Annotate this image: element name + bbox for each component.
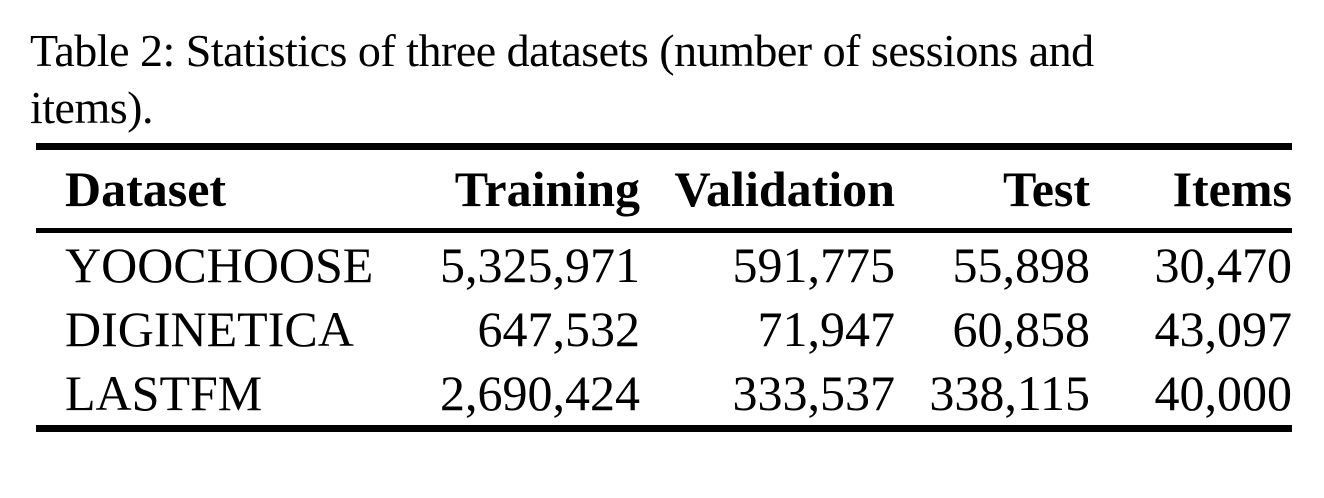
header-row: Dataset Training Validation Test Items [36,146,1292,233]
header-test: Test [895,146,1090,233]
table-row: LASTFM 2,690,424 333,537 338,115 40,000 [36,361,1292,429]
table-caption: Table 2: Statistics of three datasets (n… [30,22,1324,136]
caption-line-2: items). [30,82,153,133]
statistics-table: Dataset Training Validation Test Items Y… [36,143,1292,432]
cell-test: 338,115 [929,365,1090,421]
cell-validation: 591,775 [732,237,896,293]
cell-training: 647,532 [477,301,641,357]
paper-table-figure: Table 2: Statistics of three datasets (n… [0,22,1324,432]
cell-test: 60,858 [952,301,1091,357]
table-row: YOOCHOOSE 5,325,971 591,775 55,898 30,47… [36,231,1292,298]
header-training: Training [426,146,640,233]
cell-dataset: DIGINETICA [65,301,354,357]
cell-test: 55,898 [952,237,1091,293]
cell-items: 43,097 [1154,301,1293,357]
caption-line-1: Table 2: Statistics of three datasets (n… [30,25,1094,76]
cell-training: 2,690,424 [440,365,640,421]
header-validation: Validation [640,146,895,233]
cell-items: 30,470 [1154,237,1293,293]
cell-validation: 71,947 [757,301,896,357]
header-dataset: Dataset [36,146,426,233]
table-row: DIGINETICA 647,532 71,947 60,858 43,097 [36,297,1292,361]
cell-items: 40,000 [1154,365,1293,421]
cell-dataset: YOOCHOOSE [65,237,374,293]
cell-dataset: LASTFM [65,365,263,421]
cell-training: 5,325,971 [440,237,640,293]
cell-validation: 333,537 [732,365,896,421]
header-items: Items [1090,146,1292,233]
